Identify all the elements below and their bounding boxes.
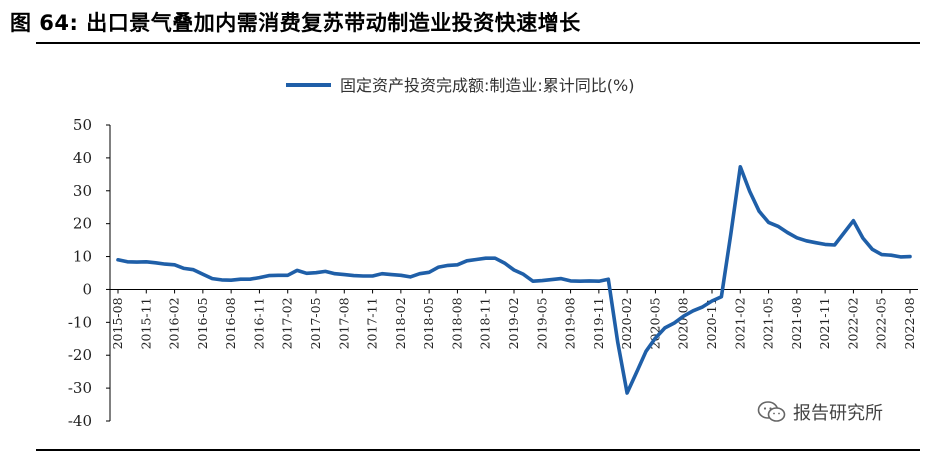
x-tick-label: 2018-08 (449, 297, 464, 349)
x-tick-label: 2017-08 (336, 297, 351, 349)
y-tick-label: -10 (68, 313, 92, 331)
x-tick-label: 2020-02 (619, 297, 634, 349)
x-tick-label: 2015-08 (110, 297, 125, 349)
x-tick-label: 2019-08 (563, 297, 578, 349)
y-tick-label: 10 (73, 248, 92, 266)
x-tick-label: 2019-11 (591, 297, 606, 349)
x-tick-label: 2022-08 (902, 297, 917, 349)
series-line (116, 165, 912, 395)
x-tick-label: 2020-08 (676, 297, 691, 349)
legend-label: 固定资产投资完成额:制造业:累计同比(%) (340, 76, 634, 95)
x-tick-label: 2019-02 (506, 297, 521, 349)
y-tick-label: -30 (68, 379, 92, 397)
y-tick-label: 40 (73, 149, 92, 167)
watermark: 报告研究所 (757, 399, 883, 425)
x-tick-label: 2021-02 (732, 297, 747, 349)
y-tick-label: -20 (68, 346, 92, 364)
x-tick-label: 2021-11 (817, 297, 832, 349)
y-tick-label: 50 (73, 116, 92, 134)
x-tick-label: 2016-08 (223, 297, 238, 349)
x-tick-label: 2016-11 (251, 297, 266, 349)
y-tick-label: -40 (68, 412, 92, 430)
watermark-text: 报告研究所 (793, 403, 883, 424)
x-tick-label: 2017-05 (308, 297, 323, 349)
x-tick-label: 2016-02 (167, 297, 182, 349)
x-tick-label: 2017-11 (365, 297, 380, 349)
x-tick-label: 2021-08 (789, 297, 804, 349)
x-tick-label: 2018-02 (393, 297, 408, 349)
x-tick-label: 2020-11 (704, 297, 719, 349)
x-tick-label: 2022-05 (874, 297, 889, 349)
x-tick-label: 2017-02 (280, 297, 295, 349)
y-tick-label: 20 (73, 215, 92, 233)
wechat-icon (757, 401, 786, 422)
x-tick-label: 2018-05 (421, 297, 436, 349)
x-tick-label: 2018-11 (478, 297, 493, 349)
x-tick-label: 2022-02 (845, 297, 860, 349)
figure-title: 图 64: 出口景气叠加内需消费复苏带动制造业投资快速增长 (10, 11, 581, 35)
x-tick-label: 2019-05 (534, 297, 549, 349)
bottom-rule (36, 449, 920, 451)
y-tick-label: 30 (73, 182, 92, 200)
top-rule (36, 42, 920, 44)
x-tick-label: 2016-05 (195, 297, 210, 349)
x-tick-label: 2021-05 (761, 297, 776, 349)
y-tick-label: 0 (82, 280, 92, 298)
x-tick-label: 2015-11 (138, 297, 153, 349)
